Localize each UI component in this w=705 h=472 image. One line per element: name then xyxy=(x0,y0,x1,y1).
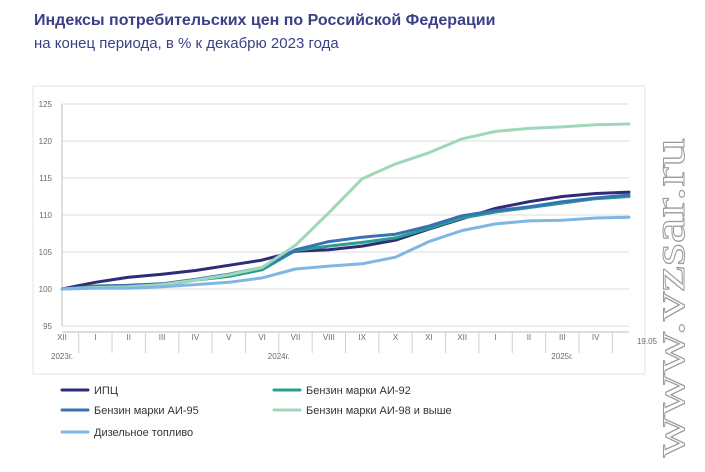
series-line-5 xyxy=(60,215,631,291)
watermark: www.vzsar.ru xyxy=(645,128,700,459)
x-tick-label: III xyxy=(559,333,566,342)
x-tick-label: II xyxy=(126,333,130,342)
chart-subtitle: на конец периода, в % к декабрю 2023 год… xyxy=(34,35,339,52)
y-tick-label: 100 xyxy=(39,285,53,294)
x-tick-label: X xyxy=(393,333,399,342)
legend-label: Бензин марки АИ-95 xyxy=(94,405,199,417)
y-tick-label: 95 xyxy=(43,322,52,331)
watermark-text: www.vzsar.ru xyxy=(648,138,694,458)
x-tick-label: XII xyxy=(457,333,467,342)
legend-label: Дизельное топливо xyxy=(94,427,193,439)
series-line-1 xyxy=(60,190,631,291)
chart-title: Индексы потребительских цен по Российско… xyxy=(34,12,496,29)
legend-label: Бензин марки АИ-92 xyxy=(306,385,411,397)
series-line-4 xyxy=(60,122,631,291)
x-tick-label: I xyxy=(94,333,96,342)
x-tick-label: VI xyxy=(258,333,266,342)
x-tick-label: II xyxy=(527,333,531,342)
x-tick-label: V xyxy=(226,333,232,342)
y-tick-label: 125 xyxy=(39,100,53,109)
year-label: 2024г. xyxy=(268,352,290,361)
x-tick-label: I xyxy=(494,333,496,342)
x-tick-label: XII xyxy=(57,333,67,342)
x-tick-label: IV xyxy=(192,333,200,342)
x-tick-label: VII xyxy=(291,333,301,342)
legend-label: Бензин марки АИ-98 и выше xyxy=(306,405,452,417)
x-tick-label: 19.05 xyxy=(637,337,658,346)
y-tick-label: 105 xyxy=(39,248,53,257)
y-tick-label: 110 xyxy=(39,211,52,220)
x-tick-label: XI xyxy=(425,333,433,342)
y-tick-label: 120 xyxy=(39,137,53,146)
x-tick-label: VIII xyxy=(323,333,335,342)
x-tick-label: IV xyxy=(592,333,600,342)
y-tick-label: 115 xyxy=(39,174,52,183)
year-label: 2025г. xyxy=(551,352,573,361)
legend-label: ИПЦ xyxy=(94,385,118,397)
x-tick-label: IX xyxy=(358,333,366,342)
year-label: 2023г. xyxy=(51,352,73,361)
x-tick-label: III xyxy=(159,333,166,342)
plot-frame xyxy=(32,85,646,375)
